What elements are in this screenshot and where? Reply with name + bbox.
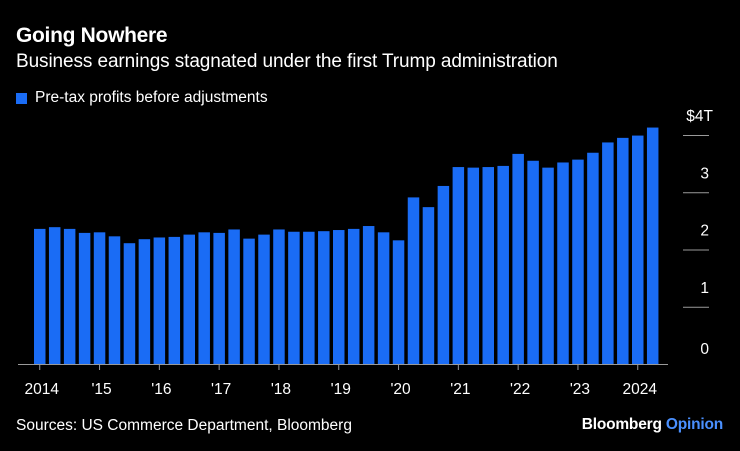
- bar: [542, 167, 554, 364]
- y-tick-label: 0: [700, 341, 709, 358]
- legend-swatch: [16, 92, 27, 104]
- bar: [572, 159, 584, 364]
- brand-suffix: Opinion: [665, 416, 723, 433]
- x-tick-label: '16: [151, 381, 171, 398]
- bar: [467, 167, 480, 364]
- bar: [318, 231, 330, 364]
- chart-title: Going Nowhere: [16, 24, 168, 47]
- bar: [93, 232, 106, 364]
- bar: [646, 127, 659, 365]
- x-tick-label: '22: [510, 381, 530, 398]
- x-tick-label: '20: [390, 381, 411, 398]
- chart-subtitle: Business earnings stagnated under the fi…: [16, 51, 558, 72]
- bar: [243, 238, 255, 364]
- bar: [63, 228, 76, 364]
- bar: [422, 207, 435, 364]
- bar: [407, 197, 420, 364]
- y-tick-label: 1: [700, 280, 709, 297]
- bar: [183, 234, 195, 364]
- bar: [392, 240, 405, 364]
- bar: [138, 239, 151, 364]
- y-tick-label: $4T: [686, 108, 713, 125]
- bar: [587, 152, 599, 364]
- bar: [48, 227, 61, 364]
- bar: [123, 243, 136, 364]
- legend: Pre-tax profits before adjustments: [16, 89, 268, 107]
- bar: [108, 236, 121, 364]
- bar: [602, 142, 614, 364]
- y-tick-label: 3: [700, 165, 709, 182]
- x-tick-label: 2024: [623, 381, 658, 398]
- y-tick-label: 2: [700, 223, 709, 240]
- bar: [362, 226, 375, 364]
- x-tick-label: '19: [331, 381, 351, 398]
- bar: [377, 232, 390, 364]
- bar: [213, 232, 225, 364]
- x-tick-label: '21: [450, 381, 470, 398]
- bar: [303, 231, 315, 364]
- bar: [617, 137, 629, 364]
- bar: [228, 229, 240, 364]
- bar: [333, 230, 345, 364]
- bar: [347, 228, 360, 364]
- bar: [34, 228, 46, 364]
- bar: [273, 229, 285, 364]
- bar: [482, 167, 494, 364]
- bar: [497, 165, 509, 364]
- x-tick-label: '18: [271, 381, 291, 398]
- legend-label: Pre-tax profits before adjustments: [35, 89, 268, 106]
- x-tick-label: 2014: [25, 381, 60, 398]
- bar: [198, 232, 210, 364]
- bar: [527, 160, 539, 364]
- bar: [288, 231, 300, 364]
- bar: [557, 162, 569, 364]
- bar: [437, 185, 450, 364]
- bar: [258, 234, 270, 364]
- bar: [452, 167, 465, 364]
- bar: [168, 236, 181, 364]
- bar: [153, 237, 166, 364]
- bar: [78, 232, 91, 364]
- x-tick-label: '17: [211, 381, 231, 398]
- x-tick-label: '23: [570, 381, 590, 398]
- source-note: Sources: US Commerce Department, Bloombe…: [16, 417, 352, 434]
- bar: [512, 153, 524, 364]
- brand-name: Bloomberg: [581, 416, 662, 433]
- x-tick-label: '15: [91, 381, 111, 398]
- bar: [632, 135, 644, 364]
- brand-logo: Bloomberg Opinion: [582, 416, 723, 434]
